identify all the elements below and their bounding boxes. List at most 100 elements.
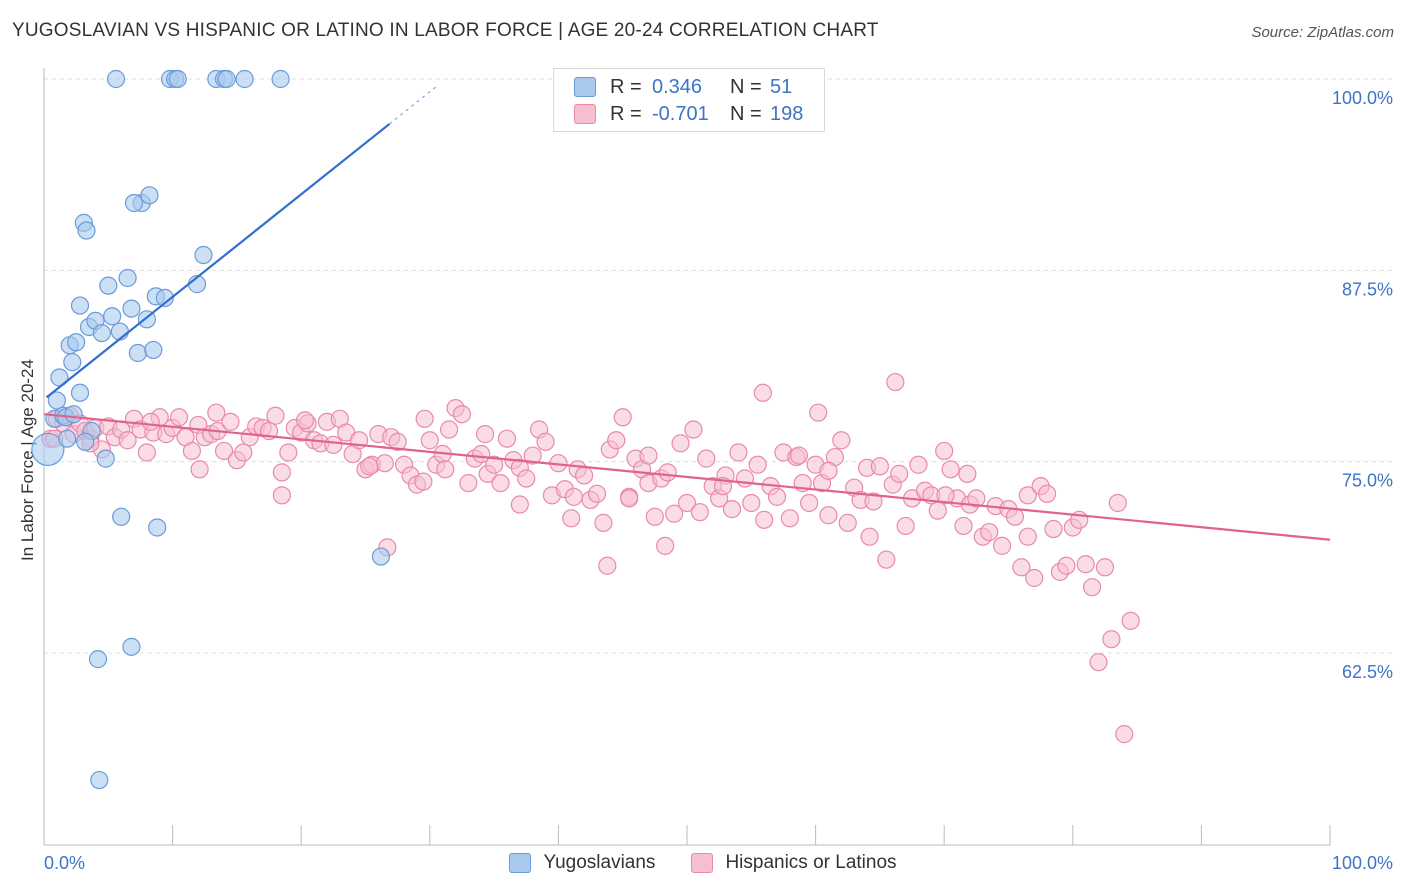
point-hispanic xyxy=(517,469,536,488)
legend-r-value: -0.701 xyxy=(652,102,709,125)
point-hispanic xyxy=(729,443,748,462)
point-hispanic xyxy=(497,429,517,448)
point-hispanic xyxy=(1018,486,1037,505)
point-yugoslavian xyxy=(76,432,95,451)
point-hispanic xyxy=(564,487,583,506)
y-tick-label: 87.5% xyxy=(1342,279,1393,299)
point-yugoslavian xyxy=(58,429,77,448)
point-yugoslavian xyxy=(118,268,137,288)
point-hispanic xyxy=(936,486,955,505)
point-hispanic xyxy=(789,446,808,465)
point-hispanic xyxy=(562,509,581,528)
point-hispanic xyxy=(780,509,799,528)
point-hispanic xyxy=(767,487,787,506)
y-tick-label: 100.0% xyxy=(1332,88,1393,108)
legend-row-yugoslavians: R = 0.346 N = 51 xyxy=(574,74,792,100)
point-yugoslavian xyxy=(122,299,141,318)
point-yugoslavian xyxy=(124,193,144,213)
point-hispanic xyxy=(1076,555,1095,574)
point-hispanic xyxy=(1044,519,1063,539)
point-hispanic xyxy=(137,443,156,462)
point-yugoslavian xyxy=(112,507,131,526)
legend-swatch-blue xyxy=(509,853,532,873)
point-hispanic xyxy=(742,493,761,513)
point-hispanic xyxy=(697,449,716,468)
point-hispanic xyxy=(388,432,407,451)
point-hispanic xyxy=(864,492,883,511)
legend-item-hispanics[interactable]: Hispanics or Latinos xyxy=(691,852,897,874)
point-hispanic xyxy=(414,472,433,491)
legend-r-value: 0.346 xyxy=(652,75,703,98)
legend-n-value: 51 xyxy=(770,75,793,98)
legend-label-yugoslavians: Yugoslavians xyxy=(543,852,656,873)
point-yugoslavian xyxy=(64,405,83,424)
point-hispanic xyxy=(860,527,879,546)
point-yugoslavian xyxy=(371,547,391,566)
point-hispanic xyxy=(266,406,285,425)
point-hispanic xyxy=(1115,725,1134,744)
legend-n-value: 198 xyxy=(770,102,804,125)
legend-item-yugoslavians[interactable]: Yugoslavians xyxy=(509,852,655,874)
point-hispanic xyxy=(415,409,434,428)
point-yugoslavian xyxy=(122,637,141,656)
point-hispanic xyxy=(510,495,529,514)
point-hispanic xyxy=(832,431,851,450)
point-hispanic xyxy=(870,457,890,476)
point-yugoslavian xyxy=(103,307,122,326)
point-yugoslavian xyxy=(148,518,167,537)
point-yugoslavian xyxy=(31,432,65,467)
trendline-hispanics xyxy=(43,413,1331,541)
point-hispanic xyxy=(1025,568,1044,588)
source-label: Source: ZipAtlas.com xyxy=(1251,24,1394,41)
point-hispanic xyxy=(909,455,928,474)
y-tick-label: 62.5% xyxy=(1342,662,1393,682)
legend-label-hispanics: Hispanics or Latinos xyxy=(725,852,897,873)
legend-n-label: N = xyxy=(730,102,762,125)
point-hispanic xyxy=(452,405,472,424)
point-hispanic xyxy=(819,506,838,525)
point-hispanic xyxy=(656,536,675,555)
point-hispanic xyxy=(755,510,774,529)
point-hispanic xyxy=(1012,558,1031,577)
point-hispanic xyxy=(684,420,703,439)
point-hispanic xyxy=(722,500,742,519)
point-hispanic xyxy=(645,507,664,526)
point-hispanic xyxy=(439,420,459,439)
point-hispanic xyxy=(941,460,960,479)
point-hispanic xyxy=(954,516,973,536)
tick-labels: 100.0% 87.5% 75.0% 62.5% 0.0% 100.0% xyxy=(44,88,1393,873)
legend-r-label: R = xyxy=(610,75,642,98)
point-hispanic xyxy=(485,455,504,474)
point-hispanic xyxy=(607,431,626,450)
point-hispanic xyxy=(1121,611,1140,630)
point-hispanic xyxy=(735,469,754,488)
point-yugoslavian xyxy=(88,650,108,669)
point-yugoslavian xyxy=(110,322,129,341)
point-hispanic xyxy=(967,489,986,508)
point-yugoslavian xyxy=(144,340,163,360)
point-hispanic xyxy=(890,464,909,484)
point-yugoslavian xyxy=(77,221,96,240)
point-hispanic xyxy=(980,522,999,542)
point-yugoslavian xyxy=(106,69,126,89)
point-hispanic xyxy=(819,461,838,480)
legend-swatch-pink xyxy=(691,853,714,873)
point-hispanic xyxy=(234,443,253,462)
point-hispanic xyxy=(1082,578,1102,597)
point-hispanic xyxy=(118,431,137,450)
point-hispanic xyxy=(886,372,905,392)
point-yugoslavian xyxy=(70,296,90,315)
point-hispanic xyxy=(809,403,828,422)
point-hispanic xyxy=(613,408,632,427)
point-yugoslavian xyxy=(194,245,213,265)
point-hispanic xyxy=(324,435,343,454)
point-yugoslavian xyxy=(70,383,90,402)
point-yugoslavian xyxy=(47,391,66,410)
point-hispanic xyxy=(748,455,767,474)
point-hispanic xyxy=(214,441,234,461)
series-yugoslavians-points xyxy=(31,69,391,790)
point-hispanic xyxy=(594,513,613,532)
gridlines xyxy=(44,78,1392,654)
point-hispanic xyxy=(272,486,292,505)
point-hispanic xyxy=(182,441,201,461)
